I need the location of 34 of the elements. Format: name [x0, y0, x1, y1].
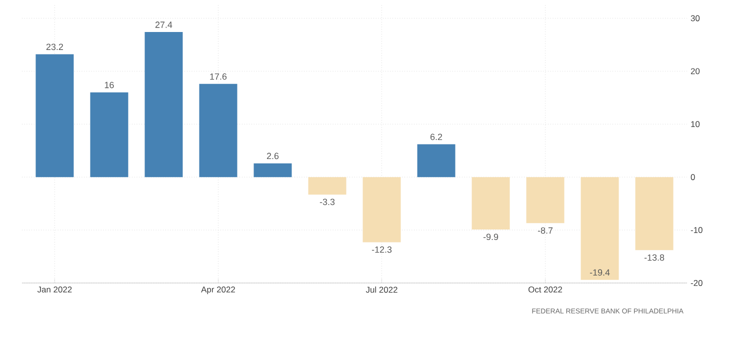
- bar: [90, 92, 128, 178]
- data-label: -9.9: [483, 234, 498, 240]
- data-label: 6.2: [430, 134, 442, 140]
- x-tick-label: Apr 2022: [201, 286, 235, 294]
- data-label: 16: [104, 82, 114, 88]
- bar: [635, 177, 674, 250]
- bar: [472, 177, 510, 230]
- bar: [417, 144, 456, 178]
- bar: [36, 54, 74, 178]
- y-tick-label: -10: [690, 227, 702, 234]
- y-tick-label: 0: [690, 174, 695, 180]
- data-label: 17.6: [210, 73, 227, 80]
- data-label: -12.3: [372, 246, 392, 253]
- data-label: 23.2: [46, 44, 63, 50]
- data-label: 2.6: [266, 152, 279, 160]
- data-label: 27.4: [155, 22, 172, 28]
- data-label: -3.3: [320, 198, 335, 206]
- data-label: -19.4: [590, 269, 610, 276]
- x-tick-label: Jan 2022: [37, 286, 72, 293]
- bar: [144, 32, 183, 178]
- bar: [362, 177, 401, 242]
- x-tick-label: Jul 2022: [366, 286, 398, 293]
- y-tick-label: 10: [691, 121, 700, 128]
- bar: [254, 163, 292, 178]
- bar: [526, 177, 564, 224]
- y-tick-label: 30: [690, 15, 700, 22]
- x-tick-label: Oct 2022: [528, 286, 562, 293]
- bar: [308, 177, 346, 195]
- bar: [580, 177, 619, 280]
- data-label: -13.8: [644, 254, 664, 261]
- y-tick-label: -20: [690, 280, 702, 286]
- data-label: -8.7: [538, 227, 553, 234]
- y-tick-label: 20: [690, 68, 700, 74]
- bar: [199, 84, 238, 178]
